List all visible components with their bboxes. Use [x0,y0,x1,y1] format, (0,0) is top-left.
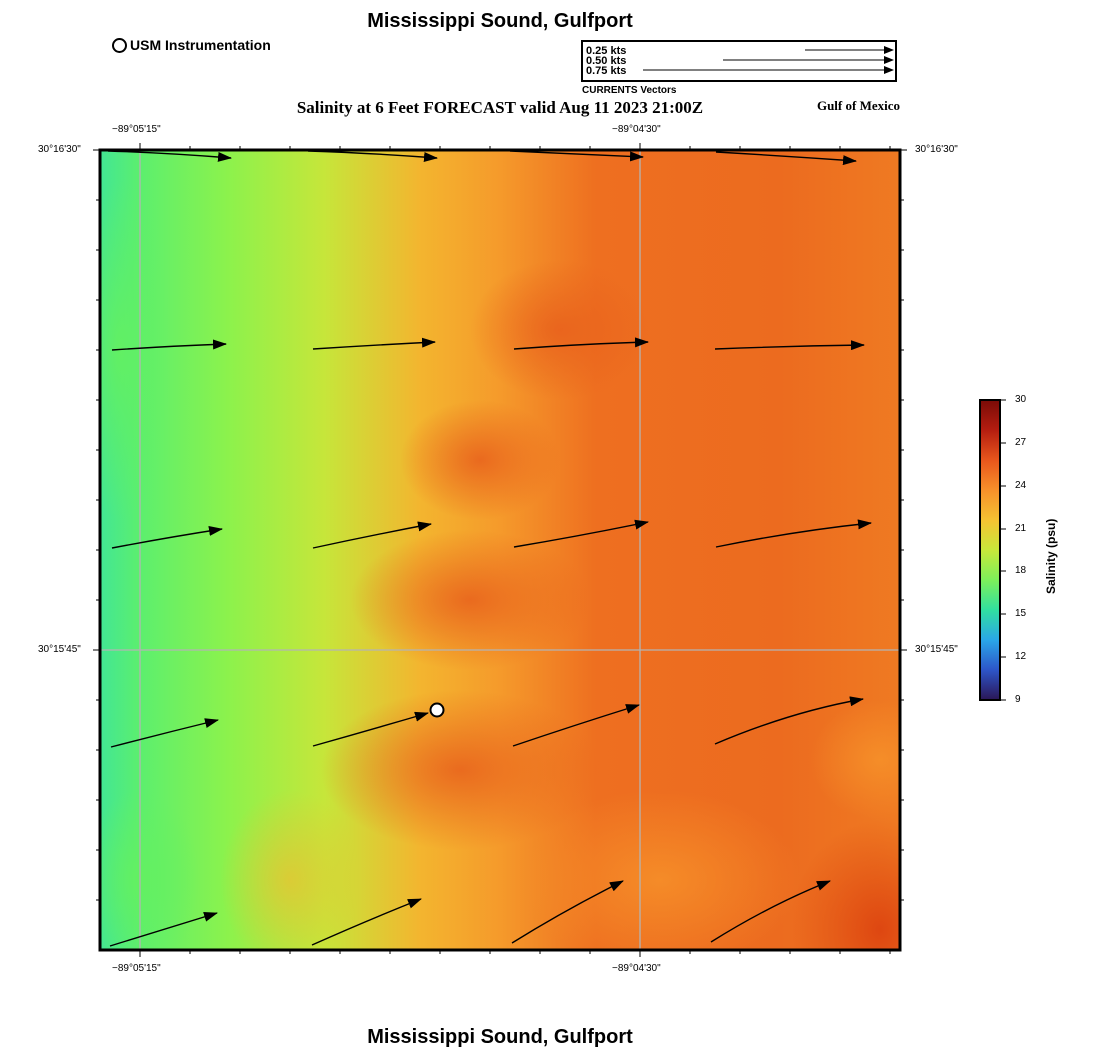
top-lon-label-1: −89°05'15" [112,124,161,135]
region-label: Gulf of Mexico [816,98,900,113]
current-vector [509,150,644,162]
left-lat-label-1: 30°16'30" [38,144,81,155]
current-vectors [107,150,872,947]
current-vector [107,150,232,162]
instrument-marker-icon[interactable] [429,702,445,718]
current-vector [511,880,624,944]
left-lat-label-2: 30°15'45" [38,644,81,655]
instrument-legend: USM Instrumentation [112,37,271,53]
current-vector [714,696,864,745]
map-title: Mississippi Sound, Gulfport [367,10,633,32]
current-vector [111,339,227,351]
colorbar-tick-label: 24 [1015,480,1027,491]
salinity-colorbar [979,399,1006,701]
colorbar-tick-label: 30 [1015,394,1027,405]
colorbar-title: Salinity (psu) [1044,518,1058,594]
current-vector [710,880,831,943]
vector-scale-label-2: 0.50 kts [586,55,627,67]
current-vector [311,898,422,946]
frame-ticks [93,143,907,957]
colorbar-tick-label: 27 [1015,437,1027,448]
current-vector [513,519,649,548]
current-vector [110,718,219,748]
current-vector [111,526,223,549]
colorbar-tick-label: 21 [1015,523,1027,534]
current-vector [513,337,649,350]
vector-scale-label-3: 0.75 kts [586,65,627,77]
current-vector [512,704,640,747]
colorbar-tick-label: 18 [1015,565,1027,576]
instrument-legend-label: USM Instrumentation [130,37,271,53]
vector-scale-arrows [643,46,894,74]
current-vector [312,521,432,549]
vector-scale-legend: 0.25 kts 0.50 kts 0.75 kts [581,40,897,82]
colorbar-tick-label: 12 [1015,651,1027,662]
current-vector [715,151,857,166]
right-lat-label-2: 30°15'45" [915,644,958,655]
instrument-marker-icon [112,37,127,53]
current-vector [312,711,429,747]
colorbar-tick-label: 9 [1015,694,1021,705]
graticule [100,150,900,950]
top-lon-label-2: −89°04'30" [612,124,661,135]
current-vector [715,519,872,548]
current-vector [307,150,438,163]
current-vector [714,340,865,351]
current-vector [109,912,218,947]
map-subtitle: Salinity at 6 Feet FORECAST valid Aug 11… [296,98,704,117]
footer-title: Mississippi Sound, Gulfport [367,1026,633,1048]
vector-caption: CURRENTS Vectors [582,85,677,96]
vector-scale-label-1: 0.25 kts [586,45,627,57]
right-lat-label-1: 30°16'30" [915,144,958,155]
colorbar-tick-label: 15 [1015,608,1027,619]
salinity-field [100,150,900,950]
current-vector [312,337,436,350]
bottom-lon-label-2: −89°04'30" [612,963,661,974]
bottom-lon-label-1: −89°05'15" [112,963,161,974]
